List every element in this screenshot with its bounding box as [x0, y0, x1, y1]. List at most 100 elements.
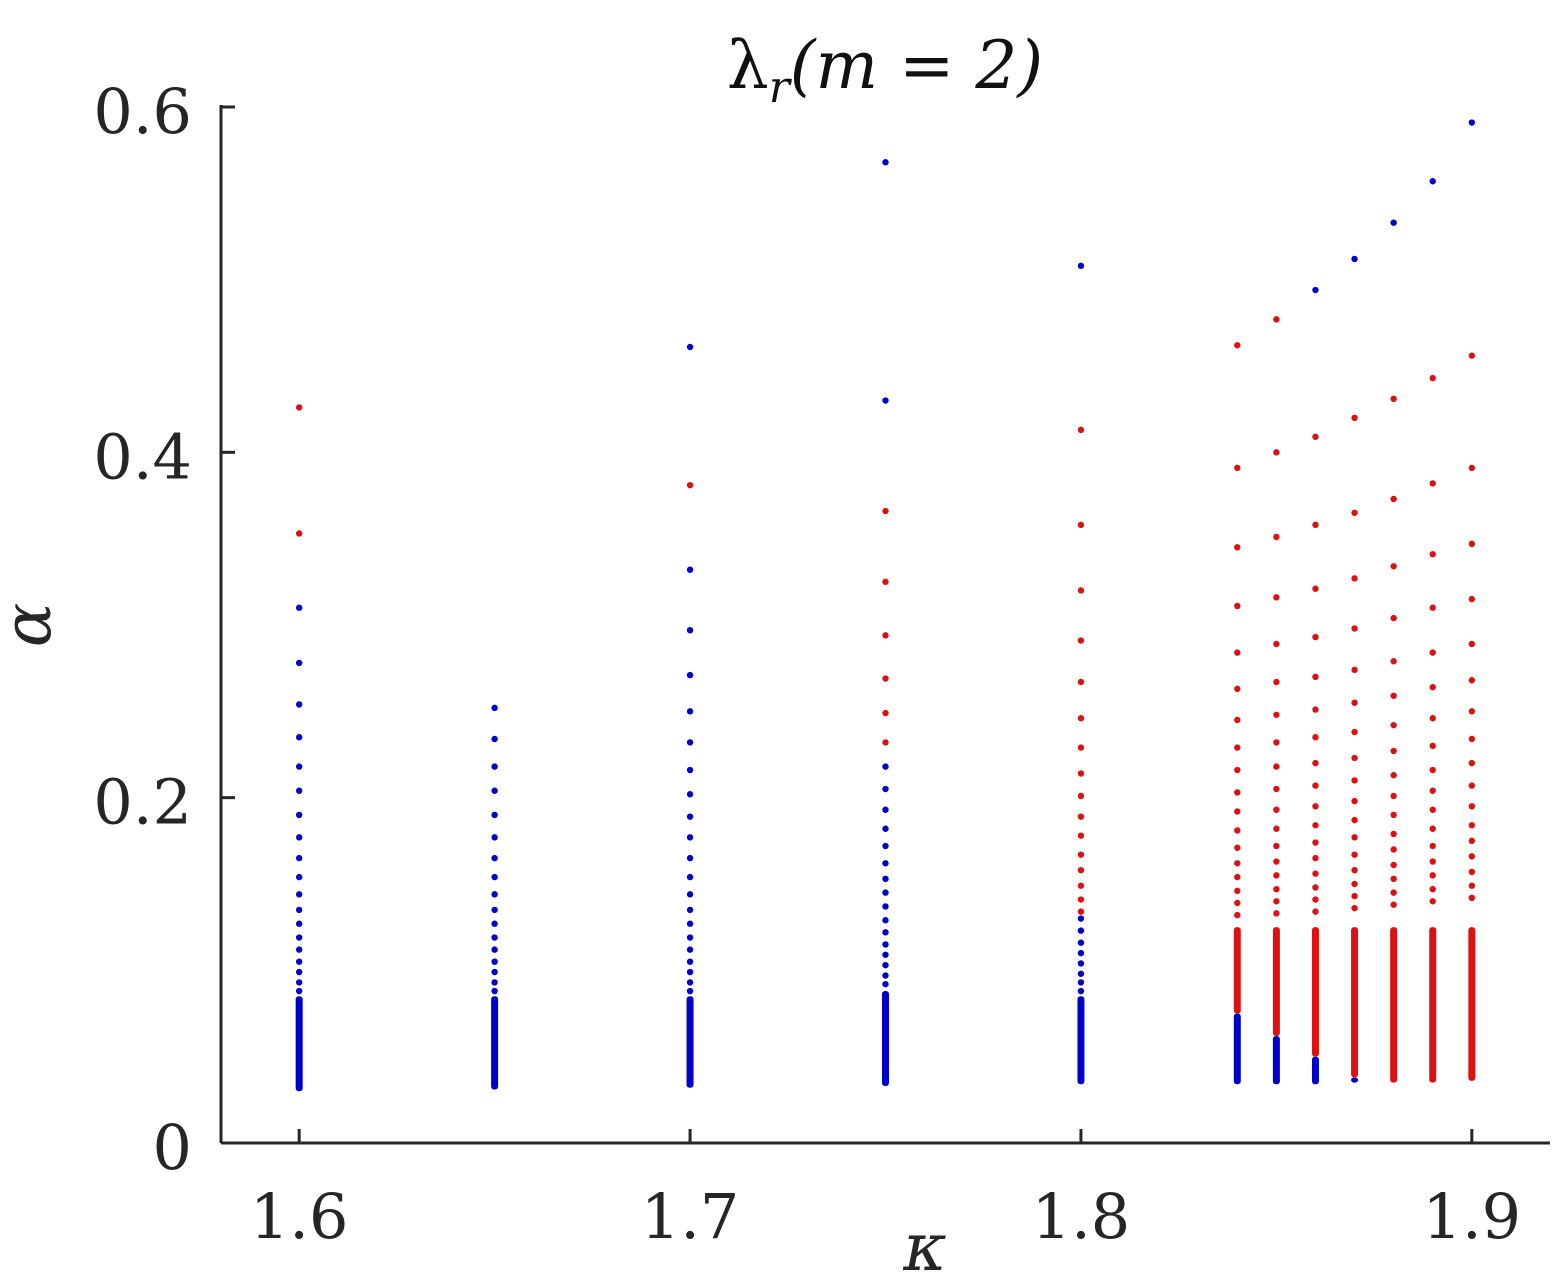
data-point-red	[1351, 777, 1358, 784]
x-axis-label: κ	[902, 1209, 946, 1280]
data-point-red	[1077, 678, 1085, 686]
data-point-red	[1468, 822, 1476, 829]
data-point-red	[1273, 678, 1280, 686]
dense-band-blue	[1272, 1035, 1280, 1085]
kappa-column	[1468, 119, 1476, 1081]
data-point-red	[1429, 825, 1436, 832]
data-point-blue	[1077, 927, 1085, 934]
data-point-red	[1234, 827, 1241, 834]
data-point-red	[1468, 837, 1476, 845]
data-point-blue	[882, 941, 889, 948]
data-point-red	[1077, 882, 1085, 889]
data-point-red	[1077, 587, 1085, 594]
data-point-red	[1234, 744, 1241, 751]
dense-band-blue	[686, 996, 694, 1088]
data-point-red	[1273, 594, 1280, 601]
data-point-blue	[686, 934, 694, 941]
data-point-red	[1234, 342, 1241, 349]
data-point-red	[1077, 715, 1085, 722]
data-point-red	[1390, 658, 1397, 665]
data-point-blue	[686, 968, 694, 976]
data-point-red	[1468, 640, 1476, 648]
data-point-red	[882, 709, 889, 717]
data-point-blue	[295, 834, 303, 841]
data-point-red	[1312, 734, 1319, 741]
data-point-red	[1390, 792, 1397, 800]
data-point-red	[1351, 509, 1358, 516]
data-point-blue	[295, 701, 303, 708]
y-axis-label: α	[0, 603, 66, 648]
data-point-red	[1312, 908, 1319, 915]
data-point-blue	[1077, 915, 1085, 922]
data-point-red	[1390, 495, 1397, 503]
data-point-red	[1468, 708, 1476, 715]
data-point-red	[1312, 585, 1319, 592]
data-point-blue	[882, 842, 889, 850]
data-point-blue	[686, 813, 694, 820]
data-point-blue	[686, 343, 694, 351]
kappa-column	[1390, 219, 1398, 1083]
data-point-blue	[1077, 970, 1085, 977]
data-point-red	[1390, 830, 1397, 838]
data-point-blue	[1312, 286, 1319, 294]
data-point-red	[1273, 316, 1280, 323]
data-point-red	[1429, 374, 1436, 382]
chart-title-main: λ	[727, 27, 769, 104]
data-point-red	[1312, 633, 1319, 641]
data-point-blue	[1429, 178, 1436, 185]
data-point-blue	[882, 951, 889, 958]
data-point-red	[1468, 894, 1476, 902]
kappa-column	[1233, 342, 1241, 1085]
data-point-blue	[686, 708, 694, 715]
data-point-red	[1390, 395, 1397, 403]
data-point-red	[1234, 464, 1241, 472]
data-point-blue	[295, 763, 303, 770]
data-point-red	[1273, 885, 1280, 893]
data-point-red	[1351, 892, 1358, 900]
data-point-red	[1468, 735, 1476, 743]
data-point-blue	[686, 739, 694, 746]
data-point-red	[1351, 699, 1358, 706]
data-point-red	[1429, 683, 1436, 691]
data-point-red	[1312, 782, 1319, 789]
data-point-blue	[882, 763, 889, 770]
chart-title: λr(m = 2)	[727, 27, 1043, 113]
data-point-blue	[491, 987, 498, 995]
data-point-blue	[491, 979, 498, 986]
data-point-blue	[882, 875, 889, 883]
data-point-red	[1468, 352, 1476, 359]
data-point-red	[1273, 825, 1280, 832]
data-point-red	[1429, 858, 1436, 865]
data-point-red	[1273, 785, 1280, 793]
data-point-red	[1468, 853, 1476, 860]
y-tick-label: 0	[153, 1111, 192, 1184]
data-point-red	[1351, 575, 1358, 582]
dense-band-blue	[491, 996, 499, 1090]
data-point-blue	[491, 920, 498, 927]
data-point-blue	[491, 934, 498, 941]
data-point-blue	[491, 704, 498, 712]
data-point-red	[1077, 521, 1085, 529]
data-point-blue	[882, 785, 889, 793]
data-point-blue	[882, 806, 889, 813]
data-point-red	[1468, 540, 1476, 548]
data-point-red	[1077, 792, 1085, 800]
data-point-red	[1468, 803, 1476, 810]
dense-band-blue	[1351, 1077, 1359, 1083]
dense-band-blue	[1233, 1013, 1241, 1085]
data-points	[295, 119, 1476, 1092]
data-point-blue	[295, 659, 303, 667]
dense-band-red	[1351, 927, 1359, 1078]
data-point-red	[1468, 782, 1476, 789]
data-point-blue	[686, 873, 694, 881]
data-point-red	[1429, 787, 1436, 794]
data-point-blue	[295, 891, 303, 898]
data-point-red	[1429, 885, 1436, 893]
data-point-red	[1273, 711, 1280, 718]
data-point-blue	[686, 979, 694, 986]
x-tick-label: 1.6	[250, 1180, 349, 1253]
data-point-blue	[686, 920, 694, 927]
data-point-blue	[1077, 979, 1085, 986]
kappa-column	[295, 404, 303, 1092]
data-point-blue	[491, 958, 498, 965]
